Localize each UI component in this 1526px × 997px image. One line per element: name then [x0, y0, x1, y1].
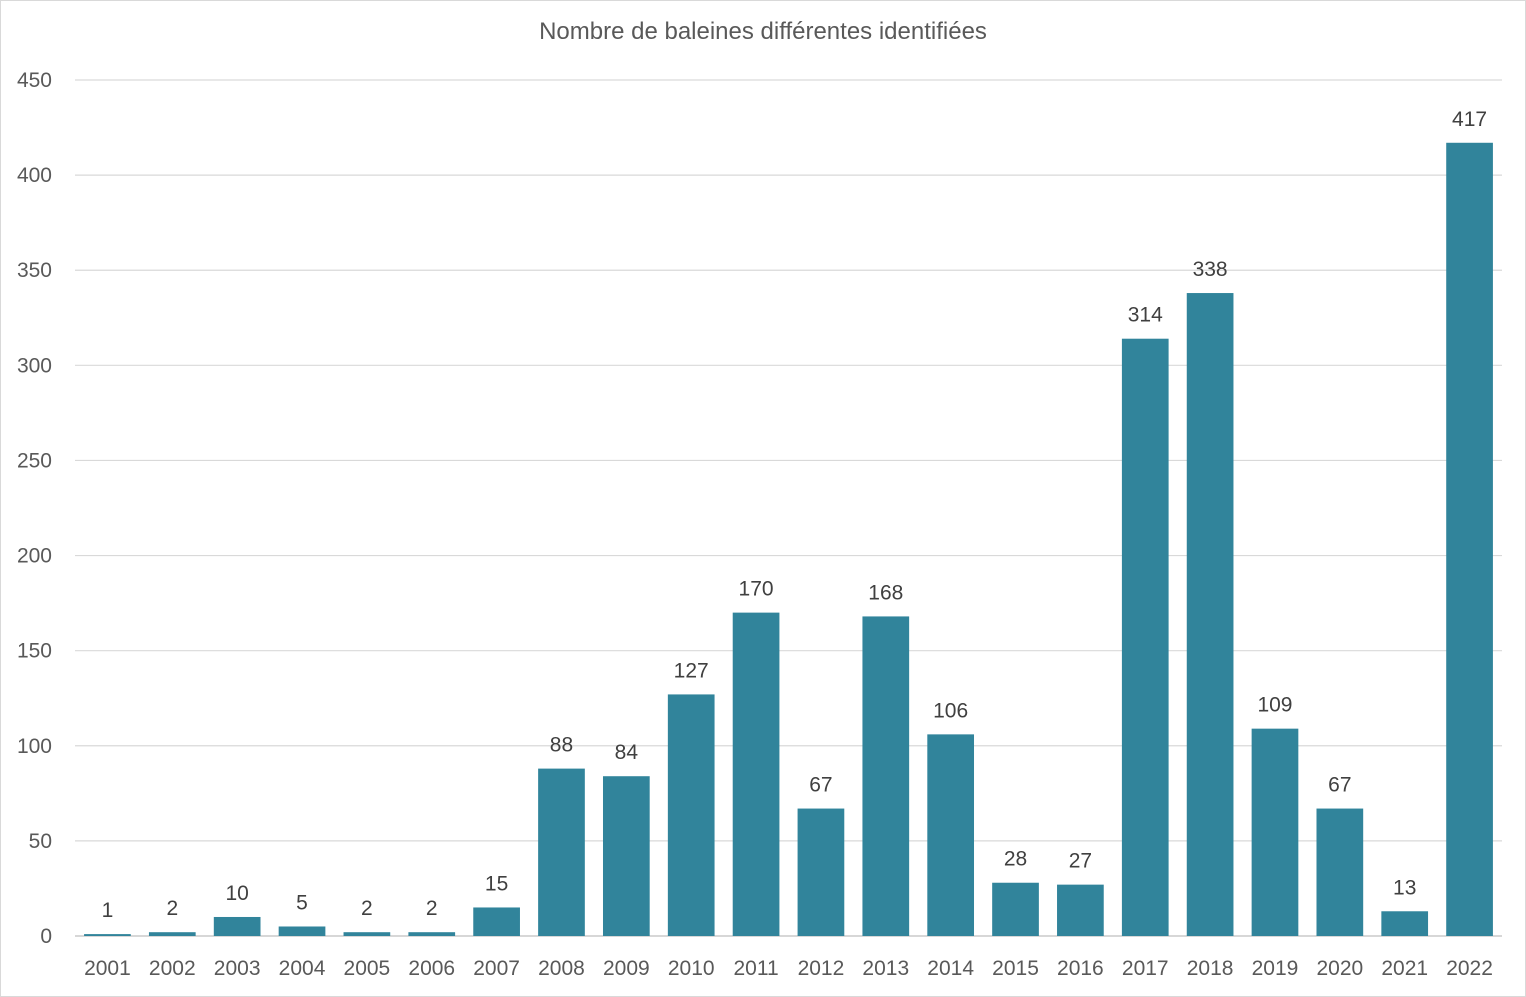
data-label-2001: 1 [102, 899, 114, 922]
x-tick-label-2016: 2016 [1057, 957, 1104, 980]
x-tick-label-2014: 2014 [927, 957, 974, 980]
bar-2014 [927, 734, 975, 936]
x-tick-label-2020: 2020 [1316, 957, 1363, 980]
bar-2006 [408, 932, 456, 936]
data-label-2011: 170 [739, 578, 774, 601]
data-label-2020: 67 [1328, 774, 1351, 797]
bar-2021 [1381, 911, 1429, 936]
bar-2013 [862, 616, 910, 936]
x-tick-label-2009: 2009 [603, 957, 650, 980]
bar-2005 [343, 932, 391, 936]
bar-2011 [732, 612, 780, 936]
chart-title: Nombre de baleines différentes identifié… [539, 18, 987, 45]
x-axis-ticks: 2001 2002 2003 2004 2005 2006 2007 2008 2009 2010… [84, 957, 1493, 980]
data-label-2008: 88 [550, 734, 573, 757]
y-tick-label: 150 [17, 640, 52, 663]
data-label-2006: 2 [426, 897, 438, 920]
bar-2007 [473, 907, 520, 936]
data-label-2012: 67 [809, 774, 832, 797]
y-tick-label: 300 [17, 354, 52, 377]
bar-2019 [1251, 728, 1299, 936]
x-tick-label-2005: 2005 [344, 957, 391, 980]
data-label-2015: 28 [1004, 848, 1027, 871]
x-tick-label-2001: 2001 [84, 957, 131, 980]
x-tick-label-2017: 2017 [1122, 957, 1169, 980]
data-label-2016: 27 [1069, 850, 1092, 873]
x-tick-label-2022: 2022 [1446, 957, 1493, 980]
data-label-2017: 314 [1128, 304, 1163, 327]
x-tick-label-2010: 2010 [668, 957, 715, 980]
bar-2015 [992, 882, 1039, 936]
x-tick-label-2008: 2008 [538, 957, 585, 980]
bar-2008 [538, 768, 585, 936]
y-tick-label: 400 [17, 164, 52, 187]
x-tick-label-2003: 2003 [214, 957, 261, 980]
bar-2020 [1316, 808, 1364, 936]
x-tick-label-2018: 2018 [1187, 957, 1234, 980]
data-label-2002: 2 [166, 897, 178, 920]
data-label-2010: 127 [674, 659, 709, 682]
y-tick-label: 0 [40, 925, 52, 948]
y-tick-label: 200 [17, 545, 52, 568]
data-label-2005: 2 [361, 897, 373, 920]
bars [84, 142, 1493, 937]
bar-2017 [1121, 338, 1169, 936]
x-tick-label-2012: 2012 [798, 957, 845, 980]
bar-2004 [278, 926, 326, 936]
x-tick-label-2019: 2019 [1252, 957, 1299, 980]
data-label-2009: 84 [615, 741, 639, 764]
y-tick-label: 250 [17, 449, 52, 472]
y-tick-label: 350 [17, 259, 52, 282]
x-tick-label-2011: 2011 [733, 957, 778, 980]
x-tick-label-2007: 2007 [473, 957, 520, 980]
bar-2022 [1446, 142, 1493, 937]
data-label-2014: 106 [933, 699, 968, 722]
y-tick-label: 50 [29, 830, 52, 853]
bar-2002 [148, 932, 196, 936]
bar-2018 [1186, 293, 1234, 936]
bar-2009 [602, 776, 650, 936]
y-axis-ticks: 0 50 100 150 200 250 300 350 400 450 [17, 69, 52, 948]
bar-2010 [667, 694, 715, 936]
data-label-2013: 168 [868, 581, 903, 604]
x-tick-label-2006: 2006 [408, 957, 455, 980]
data-label-2021: 13 [1393, 876, 1416, 899]
x-tick-label-2013: 2013 [862, 957, 909, 980]
x-tick-label-2002: 2002 [149, 957, 196, 980]
data-label-2019: 109 [1257, 694, 1292, 717]
x-tick-label-2015: 2015 [992, 957, 1039, 980]
bar-2003 [213, 916, 261, 936]
data-label-2018: 338 [1193, 258, 1228, 281]
data-label-2003: 10 [225, 882, 248, 905]
y-tick-label: 100 [17, 735, 52, 758]
bar-2001 [84, 934, 131, 936]
data-labels: 1 2 10 5 2 2 15 88 84 127 170 67 168 106 28 27 314 338 109… [102, 108, 1488, 922]
bar-2012 [797, 808, 845, 936]
x-tick-label-2021: 2021 [1381, 957, 1428, 980]
y-tick-label: 450 [17, 69, 52, 92]
data-label-2007: 15 [485, 872, 508, 895]
data-label-2022: 417 [1452, 108, 1487, 131]
bar-2016 [1057, 884, 1104, 936]
data-label-2004: 5 [296, 891, 308, 914]
x-tick-label-2004: 2004 [279, 957, 326, 980]
